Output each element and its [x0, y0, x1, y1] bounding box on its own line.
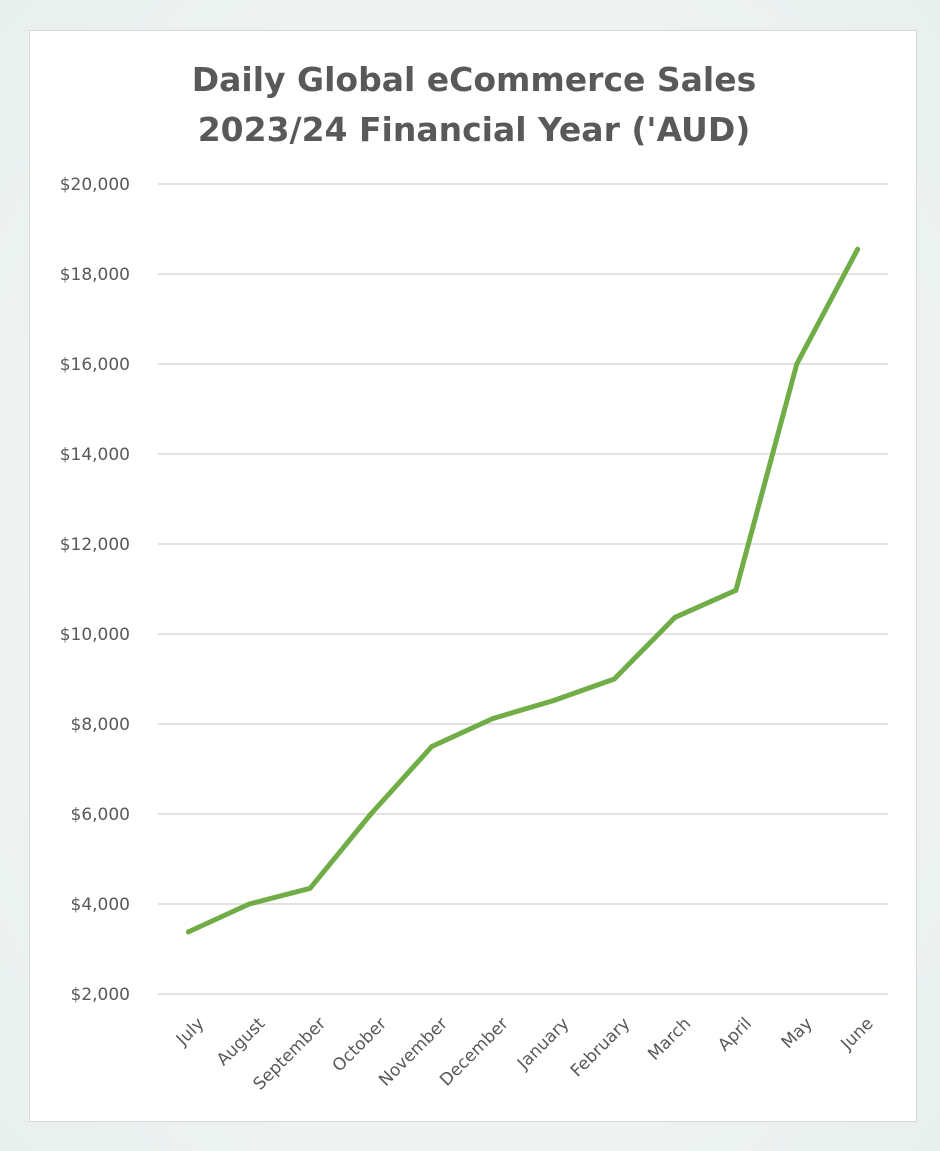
x-tick-label: April	[714, 1014, 756, 1056]
data-point	[733, 587, 739, 593]
y-tick-label: $6,000	[71, 805, 130, 825]
data-point	[672, 614, 678, 620]
data-point	[490, 716, 496, 722]
x-tick-label: March	[644, 1014, 695, 1065]
series-group	[185, 246, 861, 935]
x-tick-label: January	[513, 1014, 573, 1074]
data-point	[246, 901, 252, 907]
data-point	[429, 744, 435, 749]
gridlines	[158, 183, 888, 995]
chart-title: Daily Global eCommerce Sales 2023/24 Fin…	[30, 55, 918, 155]
chart-card: Daily Global eCommerce Sales 2023/24 Fin…	[29, 30, 917, 1122]
data-point	[855, 246, 861, 252]
chart-title-line-1: Daily Global eCommerce Sales	[191, 60, 757, 99]
x-axis-tick-labels: July AugustSeptemberOctoberNovemberDecemb…	[172, 1014, 878, 1095]
x-tick-label: May	[778, 1014, 817, 1053]
data-point	[185, 929, 191, 935]
y-tick-label: $4,000	[71, 895, 130, 915]
series-line	[185, 246, 861, 935]
y-tick-label: $16,000	[60, 355, 130, 375]
data-point	[368, 811, 374, 817]
y-tick-label: $14,000	[60, 445, 130, 465]
data-point	[611, 676, 617, 682]
x-tick-label: February	[567, 1014, 634, 1081]
data-point	[794, 361, 800, 367]
x-tick-label: October	[329, 1014, 391, 1076]
chart-title-line-2: 2023/24 Financial Year ('AUD)	[197, 110, 751, 149]
y-tick-label: $20,000	[60, 175, 130, 195]
y-axis-tick-labels: $2,000 $4,000 $6,000 $8,000 $10,000 $12,000 $1…	[60, 175, 130, 1005]
y-tick-label: $12,000	[60, 535, 130, 555]
y-tick-label: $2,000	[71, 985, 130, 1005]
x-tick-label: August	[213, 1014, 269, 1070]
y-tick-label: $10,000	[60, 625, 130, 645]
y-tick-label: $8,000	[71, 715, 130, 735]
data-point	[307, 885, 313, 891]
data-point	[550, 698, 556, 704]
x-tick-label: June	[837, 1014, 878, 1055]
y-tick-label: $18,000	[60, 265, 130, 285]
x-tick-label: July	[172, 1014, 208, 1050]
